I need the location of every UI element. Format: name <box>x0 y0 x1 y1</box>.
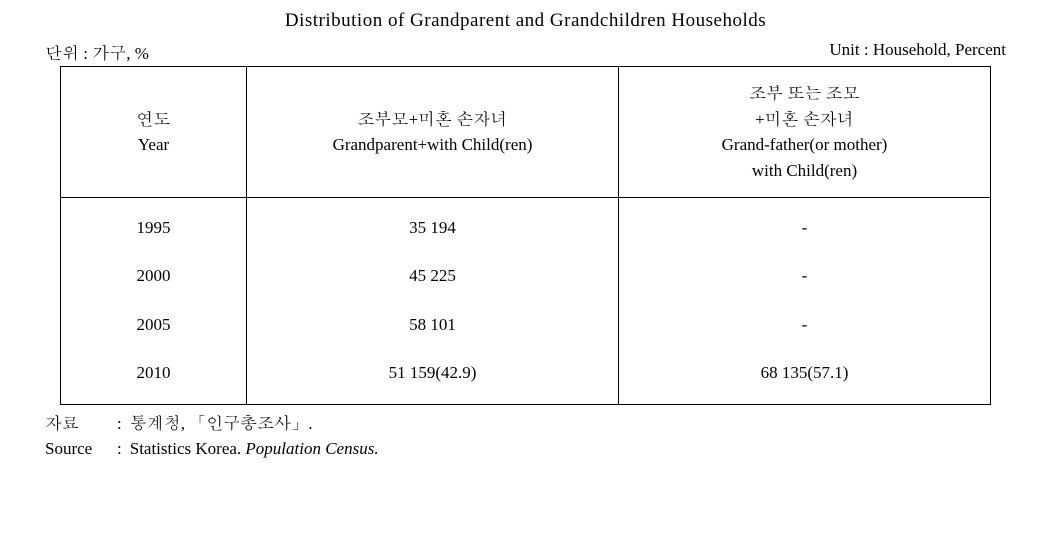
cell-year: 2010 <box>61 349 247 404</box>
data-table: 연도 Year 조부모+미혼 손자녀 Grandparent+with Chil… <box>60 66 991 405</box>
units-row: 단위 : 가구, % Unit : Household, Percent <box>40 40 1011 64</box>
cell-gfm: - <box>619 198 991 253</box>
header-gp-en: Grandparent+with Child(ren) <box>255 132 610 158</box>
footer-colon: : <box>117 411 122 437</box>
footer-src-en-label: Source <box>45 436 117 462</box>
page-title: Distribution of Grandparent and Grandchi… <box>40 10 1011 32</box>
table-row: 2000 45 225 - <box>61 252 991 300</box>
header-year-en: Year <box>69 132 238 158</box>
cell-gfm: - <box>619 301 991 349</box>
header-gfm-en2: with Child(ren) <box>627 158 982 184</box>
footer: 자료 : 통계청, 「인구총조사」. Source : Statistics K… <box>40 411 1011 462</box>
table-row: 2010 51 159(42.9) 68 135(57.1) <box>61 349 991 404</box>
footer-source-ko: 자료 : 통계청, 「인구총조사」. <box>45 411 1011 437</box>
table-row: 2005 58 101 - <box>61 301 991 349</box>
header-gfm-ko1: 조부 또는 조모 <box>627 81 982 107</box>
header-year-ko: 연도 <box>69 107 238 133</box>
table-container: 연도 Year 조부모+미혼 손자녀 Grandparent+with Chil… <box>40 66 1011 405</box>
footer-src-ko-label: 자료 <box>45 411 117 437</box>
footer-source-en: Source : Statistics Korea. Population Ce… <box>45 436 1011 462</box>
footer-src-en-italic: Population Census. <box>245 439 378 458</box>
footer-colon: : <box>117 436 122 462</box>
table-row: 1995 35 194 - <box>61 198 991 253</box>
header-gfm-ko2: +미혼 손자녀 <box>627 107 982 133</box>
header-grandparent: 조부모+미혼 손자녀 Grandparent+with Child(ren) <box>247 67 619 198</box>
cell-gp: 45 225 <box>247 252 619 300</box>
footer-src-en-plain: Statistics Korea. <box>130 439 246 458</box>
cell-gp: 58 101 <box>247 301 619 349</box>
cell-year: 1995 <box>61 198 247 253</box>
cell-gp: 35 194 <box>247 198 619 253</box>
header-gfm-en1: Grand-father(or mother) <box>627 132 982 158</box>
unit-left: 단위 : 가구, % <box>45 40 149 64</box>
footer-src-en-text: Statistics Korea. Population Census. <box>130 436 379 462</box>
cell-gfm: - <box>619 252 991 300</box>
cell-year: 2005 <box>61 301 247 349</box>
cell-gp: 51 159(42.9) <box>247 349 619 404</box>
unit-right: Unit : Household, Percent <box>829 40 1006 64</box>
header-row: 연도 Year 조부모+미혼 손자녀 Grandparent+with Chil… <box>61 67 991 198</box>
table-body: 1995 35 194 - 2000 45 225 - 2005 58 101 … <box>61 198 991 405</box>
header-grandfather-mother: 조부 또는 조모 +미혼 손자녀 Grand-father(or mother)… <box>619 67 991 198</box>
header-year: 연도 Year <box>61 67 247 198</box>
footer-src-ko-text: 통계청, 「인구총조사」. <box>130 411 313 437</box>
cell-gfm: 68 135(57.1) <box>619 349 991 404</box>
header-gp-ko: 조부모+미혼 손자녀 <box>255 107 610 133</box>
cell-year: 2000 <box>61 252 247 300</box>
